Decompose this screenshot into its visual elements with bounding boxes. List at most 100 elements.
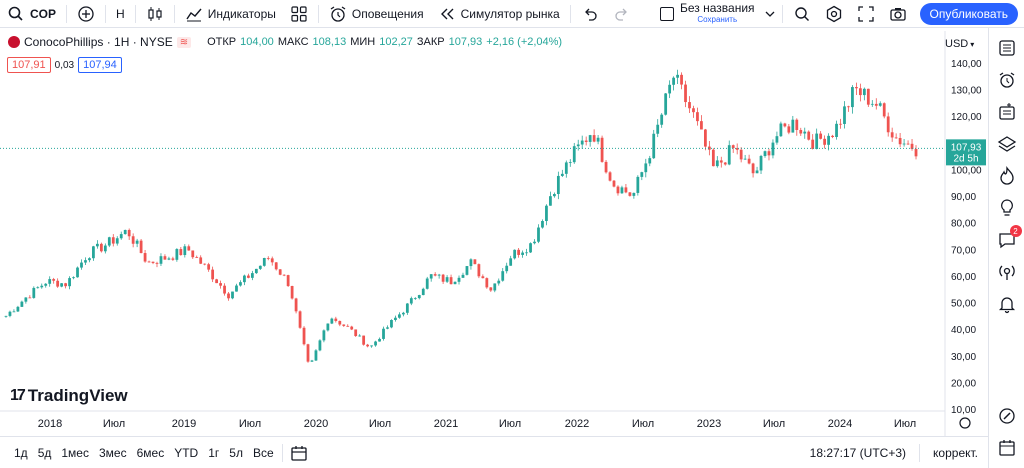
- price-chart[interactable]: 140,00130,00120,00110,00100,0090,0080,00…: [0, 31, 988, 436]
- alerts-button[interactable]: Оповещения: [322, 0, 431, 28]
- x-tick-label: 2019: [172, 418, 196, 430]
- candle-body: [509, 258, 513, 266]
- templates-button[interactable]: [283, 0, 315, 28]
- notification-badge: 2: [1009, 225, 1022, 237]
- candle-body: [560, 173, 564, 176]
- interval-button[interactable]: H: [109, 0, 132, 28]
- range-button[interactable]: 1г: [208, 445, 220, 460]
- candle-body: [123, 229, 127, 235]
- candle-body: [215, 279, 218, 284]
- alerts-panel-button[interactable]: [995, 68, 1019, 92]
- settings-button[interactable]: [818, 0, 850, 28]
- clock-timezone[interactable]: 18:27:17 (UTC+3): [809, 445, 907, 460]
- candle-body: [759, 155, 763, 171]
- divider: [281, 443, 283, 462]
- range-button[interactable]: Все: [252, 445, 274, 460]
- range-button[interactable]: 1д: [14, 445, 28, 460]
- sell-price-button[interactable]: 107,91: [7, 57, 51, 73]
- object-tree-button[interactable]: [995, 100, 1019, 124]
- x-tick-label: Июл: [763, 418, 785, 430]
- candle-body: [596, 137, 600, 142]
- adjust-toggle[interactable]: коррект.: [933, 445, 978, 460]
- range-button[interactable]: YTD: [174, 445, 199, 460]
- streams-button[interactable]: [995, 260, 1019, 284]
- layout-save-link[interactable]: Сохранить: [697, 14, 738, 24]
- candle-body: [855, 87, 858, 89]
- symbol-search[interactable]: COP: [0, 0, 63, 28]
- candle-body: [656, 124, 660, 134]
- candle-body: [322, 330, 326, 341]
- hotlists-button[interactable]: [995, 164, 1019, 188]
- x-tick-label: Июл: [499, 418, 521, 430]
- candle-body: [819, 133, 823, 139]
- candle-body: [763, 151, 767, 156]
- candle-body: [545, 205, 548, 222]
- ideas-button[interactable]: [995, 196, 1019, 220]
- candle-body: [906, 143, 910, 145]
- fullscreen-button[interactable]: [850, 0, 882, 28]
- range-button[interactable]: 6мес: [136, 445, 165, 460]
- compare-button[interactable]: [70, 0, 102, 28]
- x-tick-label: 2024: [828, 418, 852, 430]
- legend-symbol-name[interactable]: ConocoPhillips · 1H · NYSE: [24, 35, 173, 49]
- candle-body: [870, 103, 874, 105]
- candle-body: [791, 119, 795, 133]
- candle-body: [533, 241, 536, 244]
- quick-search-button[interactable]: [786, 0, 818, 28]
- low-label: МИН: [350, 36, 376, 48]
- notifications-button[interactable]: [995, 292, 1019, 316]
- help-button[interactable]: [995, 404, 1019, 428]
- tradingview-watermark[interactable]: 17 TradingView: [10, 386, 128, 406]
- candle-body: [326, 323, 330, 331]
- candle-body: [493, 283, 497, 291]
- undo-button[interactable]: [574, 0, 606, 28]
- candle-body: [576, 144, 580, 147]
- layers-icon: [997, 136, 1016, 152]
- last-price-tag: [946, 139, 986, 166]
- candle-body: [413, 298, 417, 299]
- currency-selector[interactable]: USD ▾: [945, 38, 974, 50]
- calendar-button[interactable]: [995, 436, 1019, 460]
- y-tick-label: 90,00: [951, 192, 976, 203]
- candle-body: [278, 269, 282, 275]
- candle-body: [549, 196, 552, 206]
- redo-icon: [613, 5, 631, 23]
- chats-button[interactable]: 2: [995, 225, 1022, 252]
- candle-body: [751, 163, 755, 174]
- redo-button[interactable]: [606, 0, 638, 28]
- alarm-clock-icon: [999, 72, 1014, 88]
- indicators-button[interactable]: Индикаторы: [178, 0, 283, 28]
- calendar-icon[interactable]: [290, 444, 308, 462]
- buy-price-button[interactable]: 107,94: [78, 57, 122, 73]
- candle-body: [564, 162, 568, 174]
- range-button[interactable]: 1мес: [61, 445, 89, 460]
- candle-body: [143, 253, 147, 262]
- publish-button[interactable]: Опубликовать: [919, 2, 1018, 25]
- candle-body: [739, 149, 743, 160]
- x-tick-label: Июл: [894, 418, 916, 430]
- watchlist-button[interactable]: [995, 36, 1019, 60]
- candle-body: [672, 77, 675, 85]
- chevron-down-icon[interactable]: [761, 5, 779, 23]
- snapshot-button[interactable]: [882, 0, 914, 28]
- range-button[interactable]: 5л: [229, 445, 243, 460]
- candle-body: [441, 274, 445, 282]
- replay-button[interactable]: Симулятор рынка: [431, 0, 567, 28]
- layout-name[interactable]: Без названия Сохранить: [680, 2, 755, 25]
- candle-body: [664, 93, 668, 115]
- candle-body: [239, 282, 242, 286]
- range-button[interactable]: 3мес: [98, 445, 127, 460]
- candle-body: [68, 278, 71, 287]
- axis-settings-icon[interactable]: [959, 417, 971, 429]
- range-button[interactable]: 5д: [37, 445, 52, 460]
- candle-body: [72, 277, 75, 279]
- y-tick-label: 30,00: [951, 352, 976, 363]
- candle-body: [80, 262, 83, 268]
- divider: [105, 4, 107, 23]
- candle-body: [755, 170, 759, 174]
- legend-wave-icon: ≋: [176, 36, 192, 48]
- layout-checkbox[interactable]: [660, 6, 674, 21]
- chart-type-button[interactable]: [139, 0, 171, 28]
- candle-body: [306, 344, 310, 362]
- layers-button[interactable]: [995, 132, 1019, 156]
